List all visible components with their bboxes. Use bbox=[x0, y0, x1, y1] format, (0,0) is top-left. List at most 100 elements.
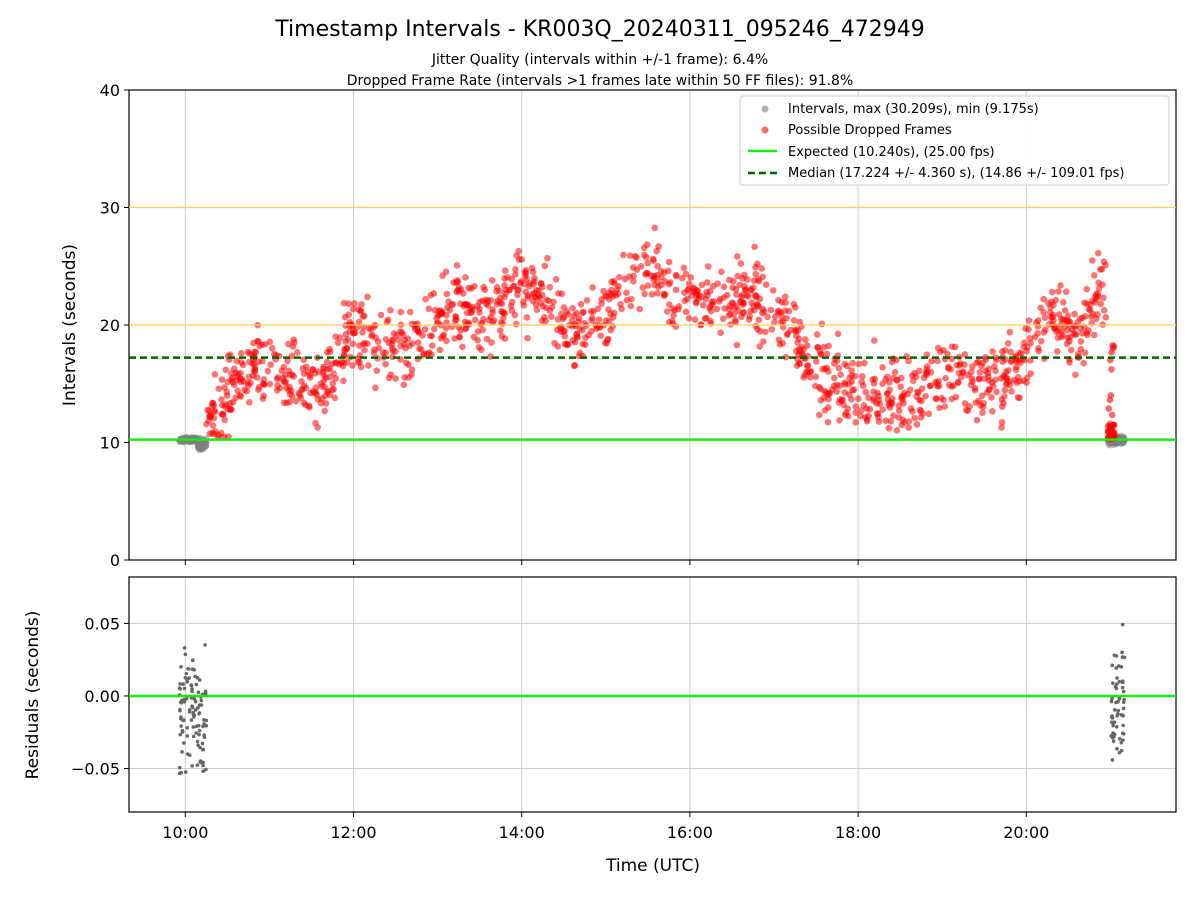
dropped-frame-point bbox=[474, 336, 482, 344]
dropped-frame-point bbox=[871, 375, 879, 383]
dropped-frame-point bbox=[329, 380, 337, 387]
dropped-frame-point bbox=[293, 349, 301, 356]
residual-point bbox=[1116, 708, 1121, 713]
dropped-frame-point bbox=[762, 328, 769, 336]
dropped-frame-point bbox=[522, 266, 530, 274]
dropped-frame-point bbox=[1003, 375, 1011, 383]
dropped-frame-point bbox=[1027, 339, 1035, 347]
dropped-frame-point bbox=[900, 418, 908, 426]
residual-point bbox=[182, 646, 187, 650]
dropped-frame-point bbox=[1110, 421, 1117, 429]
dropped-frame-point bbox=[674, 305, 682, 313]
dropped-frame-point bbox=[768, 326, 776, 333]
dropped-frame-point bbox=[876, 400, 884, 408]
dropped-frame-point bbox=[533, 306, 541, 314]
dropped-frame-point bbox=[665, 318, 673, 326]
dropped-frame-point bbox=[1050, 301, 1057, 309]
dropped-frame-point bbox=[958, 373, 965, 381]
dropped-frame-point bbox=[1085, 305, 1093, 313]
dropped-frame-point bbox=[1062, 288, 1070, 295]
dropped-frame-point bbox=[392, 348, 399, 355]
residual-point bbox=[197, 732, 201, 737]
dropped-frame-point bbox=[331, 394, 339, 402]
dropped-frame-point bbox=[771, 313, 779, 320]
residual-point bbox=[181, 718, 185, 723]
dropped-frame-point bbox=[670, 312, 677, 319]
dropped-frame-point bbox=[972, 399, 980, 406]
dropped-frames-series bbox=[203, 224, 1118, 443]
dropped-frame-point bbox=[488, 339, 495, 346]
dropped-frame-point bbox=[637, 263, 645, 270]
dropped-frame-point bbox=[531, 274, 538, 282]
residual-point bbox=[193, 708, 198, 712]
dropped-frame-point bbox=[985, 386, 993, 393]
dropped-frame-point bbox=[317, 380, 325, 387]
dropped-frame-point bbox=[890, 412, 897, 420]
dropped-frame-point bbox=[1007, 348, 1014, 356]
dropped-frame-point bbox=[1090, 272, 1098, 279]
dropped-frame-point bbox=[823, 350, 831, 358]
dropped-frame-point bbox=[397, 308, 405, 316]
dropped-frame-point bbox=[678, 274, 686, 282]
dropped-frame-point bbox=[412, 325, 419, 333]
dropped-frame-point bbox=[1060, 299, 1067, 306]
dropped-frame-point bbox=[639, 284, 647, 291]
residual-point bbox=[1110, 720, 1115, 725]
dropped-frame-point bbox=[967, 381, 975, 389]
dropped-frame-point bbox=[511, 311, 519, 319]
dropped-frame-point bbox=[890, 374, 897, 382]
residual-point bbox=[1117, 737, 1122, 741]
x-tick-label: 10:00 bbox=[162, 823, 208, 842]
residual-point bbox=[1114, 724, 1119, 729]
dropped-frame-point bbox=[609, 323, 616, 330]
dropped-frame-point bbox=[1081, 299, 1088, 306]
residual-point bbox=[203, 691, 207, 696]
dropped-frame-point bbox=[704, 279, 711, 286]
residual-point bbox=[1121, 723, 1125, 728]
dropped-frame-point bbox=[456, 334, 463, 341]
dropped-frame-point bbox=[528, 264, 536, 272]
dropped-frame-point bbox=[232, 369, 240, 377]
dropped-frame-point bbox=[692, 298, 700, 306]
dropped-frame-point bbox=[512, 320, 520, 328]
dropped-frame-point bbox=[1110, 344, 1117, 352]
dropped-frame-point bbox=[775, 307, 783, 315]
dropped-frame-point bbox=[209, 422, 217, 429]
residual-point bbox=[186, 666, 190, 671]
dropped-frame-point bbox=[1004, 340, 1012, 347]
residual-point bbox=[196, 690, 201, 695]
residual-point bbox=[178, 700, 183, 705]
dropped-frame-point bbox=[871, 337, 878, 344]
dropped-frame-point bbox=[558, 310, 565, 318]
dropped-frame-point bbox=[687, 274, 695, 281]
dropped-frame-point bbox=[649, 255, 657, 263]
dropped-frame-point bbox=[1040, 308, 1047, 316]
dropped-frame-point bbox=[976, 368, 984, 376]
dropped-frame-point bbox=[462, 324, 470, 332]
dropped-frame-point bbox=[264, 367, 272, 375]
dropped-frame-point bbox=[781, 293, 789, 301]
dropped-frame-point bbox=[570, 362, 578, 370]
dropped-frame-point bbox=[570, 312, 578, 319]
dropped-frame-point bbox=[836, 382, 844, 389]
dropped-frame-point bbox=[1013, 363, 1020, 371]
dropped-frame-point bbox=[885, 379, 893, 386]
dropped-frame-point bbox=[515, 247, 523, 255]
x-tick-label: 20:00 bbox=[1003, 823, 1049, 842]
dropped-frame-point bbox=[603, 339, 611, 347]
dropped-frame-point bbox=[469, 303, 476, 311]
dropped-frame-point bbox=[739, 301, 747, 308]
dropped-frame-point bbox=[1034, 345, 1042, 352]
dropped-frame-point bbox=[672, 271, 680, 279]
dropped-frame-point bbox=[945, 365, 952, 372]
legend-dropped-label: Possible Dropped Frames bbox=[788, 123, 952, 138]
dropped-frame-point bbox=[507, 302, 515, 310]
dropped-frame-point bbox=[660, 290, 668, 298]
dropped-frame-point bbox=[1025, 317, 1033, 324]
dropped-frame-point bbox=[672, 286, 680, 294]
dropped-frame-point bbox=[1072, 330, 1080, 338]
dropped-frame-point bbox=[934, 382, 941, 390]
dropped-frame-point bbox=[1037, 337, 1045, 345]
x-tick-label: 18:00 bbox=[835, 823, 881, 842]
dropped-frame-point bbox=[848, 372, 856, 379]
